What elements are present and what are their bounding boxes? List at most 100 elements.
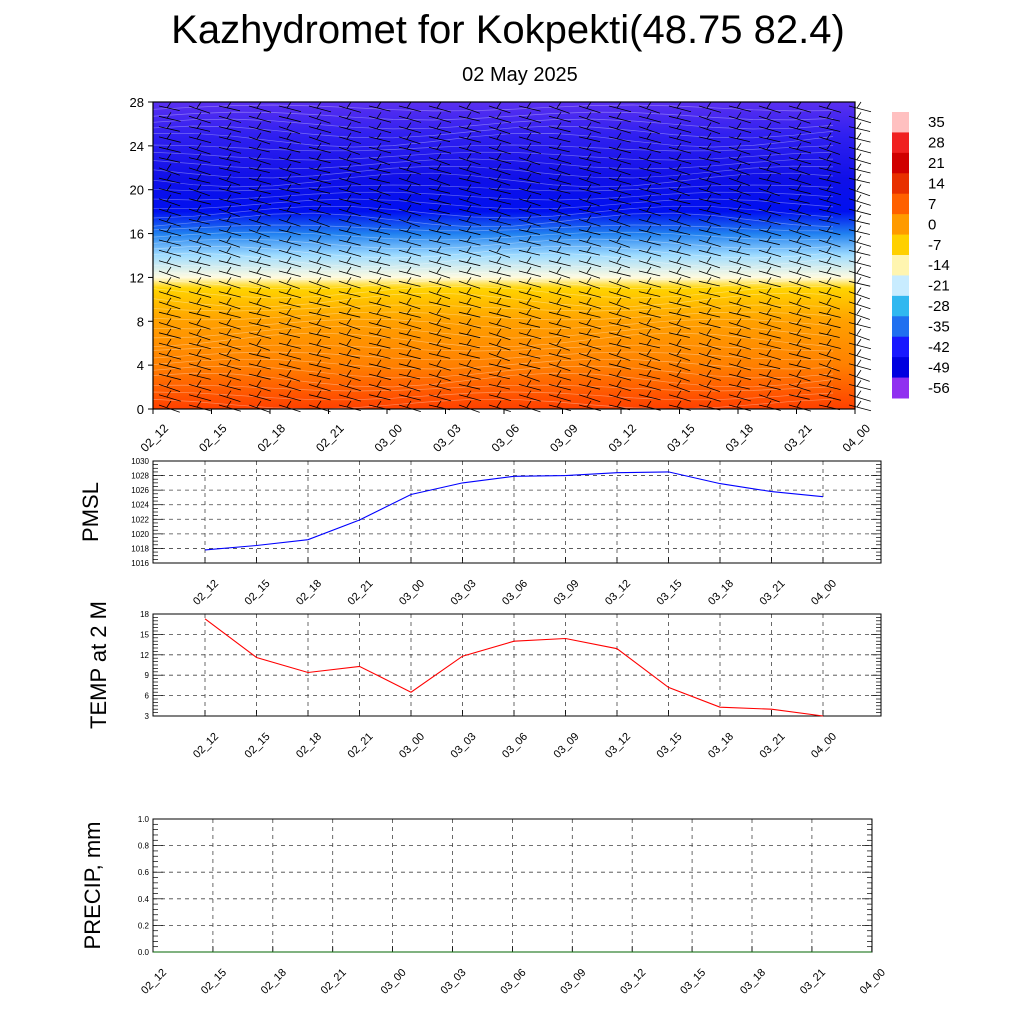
wind-barb [518, 328, 542, 340]
wind-barb [338, 112, 361, 124]
wind-barb [638, 390, 661, 401]
colorbar-segment [892, 255, 909, 276]
wind-barb [698, 359, 721, 370]
contour-line [152, 372, 834, 388]
wind-barb [758, 194, 781, 205]
wind-barb [458, 246, 482, 257]
wind-barb [158, 163, 180, 176]
temp2m-x-tick-label: 02_18 [294, 731, 324, 761]
wind-barb [788, 380, 811, 392]
wind-barb [158, 235, 181, 246]
wind-barb [488, 287, 512, 298]
wind-barb [638, 112, 662, 123]
wind-barb [458, 184, 482, 196]
colorbar-label: 28 [928, 135, 945, 152]
wind-barb [788, 307, 812, 319]
wind-barb [308, 132, 331, 145]
wind-barb [338, 194, 361, 205]
wind-barb [338, 266, 362, 278]
wind-barb [218, 122, 241, 133]
wind-barb [428, 112, 452, 123]
wind-barb [578, 359, 601, 372]
wind-barb [788, 359, 811, 370]
wind-barb [278, 287, 302, 299]
wind-barb [368, 277, 391, 289]
wind-barb [398, 266, 421, 277]
temp2m-y-tick-label: 15 [140, 630, 149, 639]
wind-barb [458, 359, 482, 371]
heatmap-y-tick-label: 28 [130, 95, 144, 110]
wind-barb [458, 142, 482, 154]
wind-barb [608, 122, 632, 134]
wind-barb [278, 380, 302, 392]
wind-barb [758, 338, 781, 349]
wind-barb [368, 153, 391, 166]
wind-barb [638, 225, 661, 236]
contour-line [152, 191, 834, 201]
wind-barb [698, 215, 721, 227]
wind-barb [578, 101, 601, 114]
wind-barb [248, 369, 271, 380]
wind-barb [788, 101, 812, 113]
wind-barb [428, 153, 450, 166]
wind-barb [338, 338, 361, 351]
colorbar-label: 21 [928, 155, 945, 172]
wind-barb [218, 184, 241, 195]
wind-barb [458, 297, 482, 309]
wind-barb [188, 277, 212, 288]
wind-barb [458, 194, 481, 206]
wind-barb [578, 256, 602, 268]
wind-barb [638, 349, 661, 362]
wind-barb [638, 318, 661, 330]
wind-barb [698, 338, 721, 351]
wind-barb [368, 307, 392, 319]
wind-barb [548, 318, 572, 329]
wind-barb [788, 153, 812, 165]
wind-barb [428, 307, 451, 320]
wind-barb [248, 266, 272, 278]
wind-barb [488, 132, 511, 144]
wind-barb [308, 225, 331, 236]
wind-barb [458, 266, 481, 277]
wind-barb [338, 215, 362, 226]
wind-barb [698, 153, 720, 163]
wind-barb [578, 235, 602, 247]
wind-barb [338, 369, 361, 382]
wind-barb [188, 194, 211, 205]
precip-x-tick-label: 04_00 [858, 967, 888, 997]
wind-barb [698, 380, 721, 392]
wind-barb [578, 400, 602, 412]
wind-barb [398, 256, 420, 266]
wind-barb [788, 349, 811, 360]
wind-barb [488, 328, 511, 341]
wind-barb [668, 390, 691, 402]
wind-barb [728, 297, 752, 309]
wind-barb [248, 359, 271, 370]
colorbar-segment [892, 132, 909, 154]
contour-line [152, 151, 834, 161]
wind-barb [728, 101, 751, 112]
wind-barb [218, 328, 242, 339]
wind-barb [728, 287, 751, 298]
wind-barb [278, 369, 301, 382]
precip-x-tick-label: 03_00 [379, 967, 409, 997]
wind-barb [278, 318, 302, 329]
wind-barb [158, 266, 180, 279]
pmsl-y-tick-label: 1030 [131, 457, 149, 466]
wind-barb [338, 132, 361, 144]
wind-barb [848, 246, 871, 256]
wind-barb [848, 349, 871, 361]
temp2m-y-tick-label: 3 [145, 712, 150, 721]
wind-barb [308, 184, 331, 194]
wind-barb [848, 235, 872, 247]
wind-barb [428, 349, 451, 359]
wind-barb [158, 122, 180, 132]
wind-barb [758, 277, 781, 288]
wind-barb [488, 204, 511, 217]
wind-barb [488, 400, 511, 412]
wind-barb [368, 204, 392, 216]
wind-barb [728, 173, 750, 186]
wind-barb [818, 256, 842, 268]
wind-barb [728, 132, 750, 142]
temp2m-x-tick-label: 03_06 [500, 731, 530, 761]
